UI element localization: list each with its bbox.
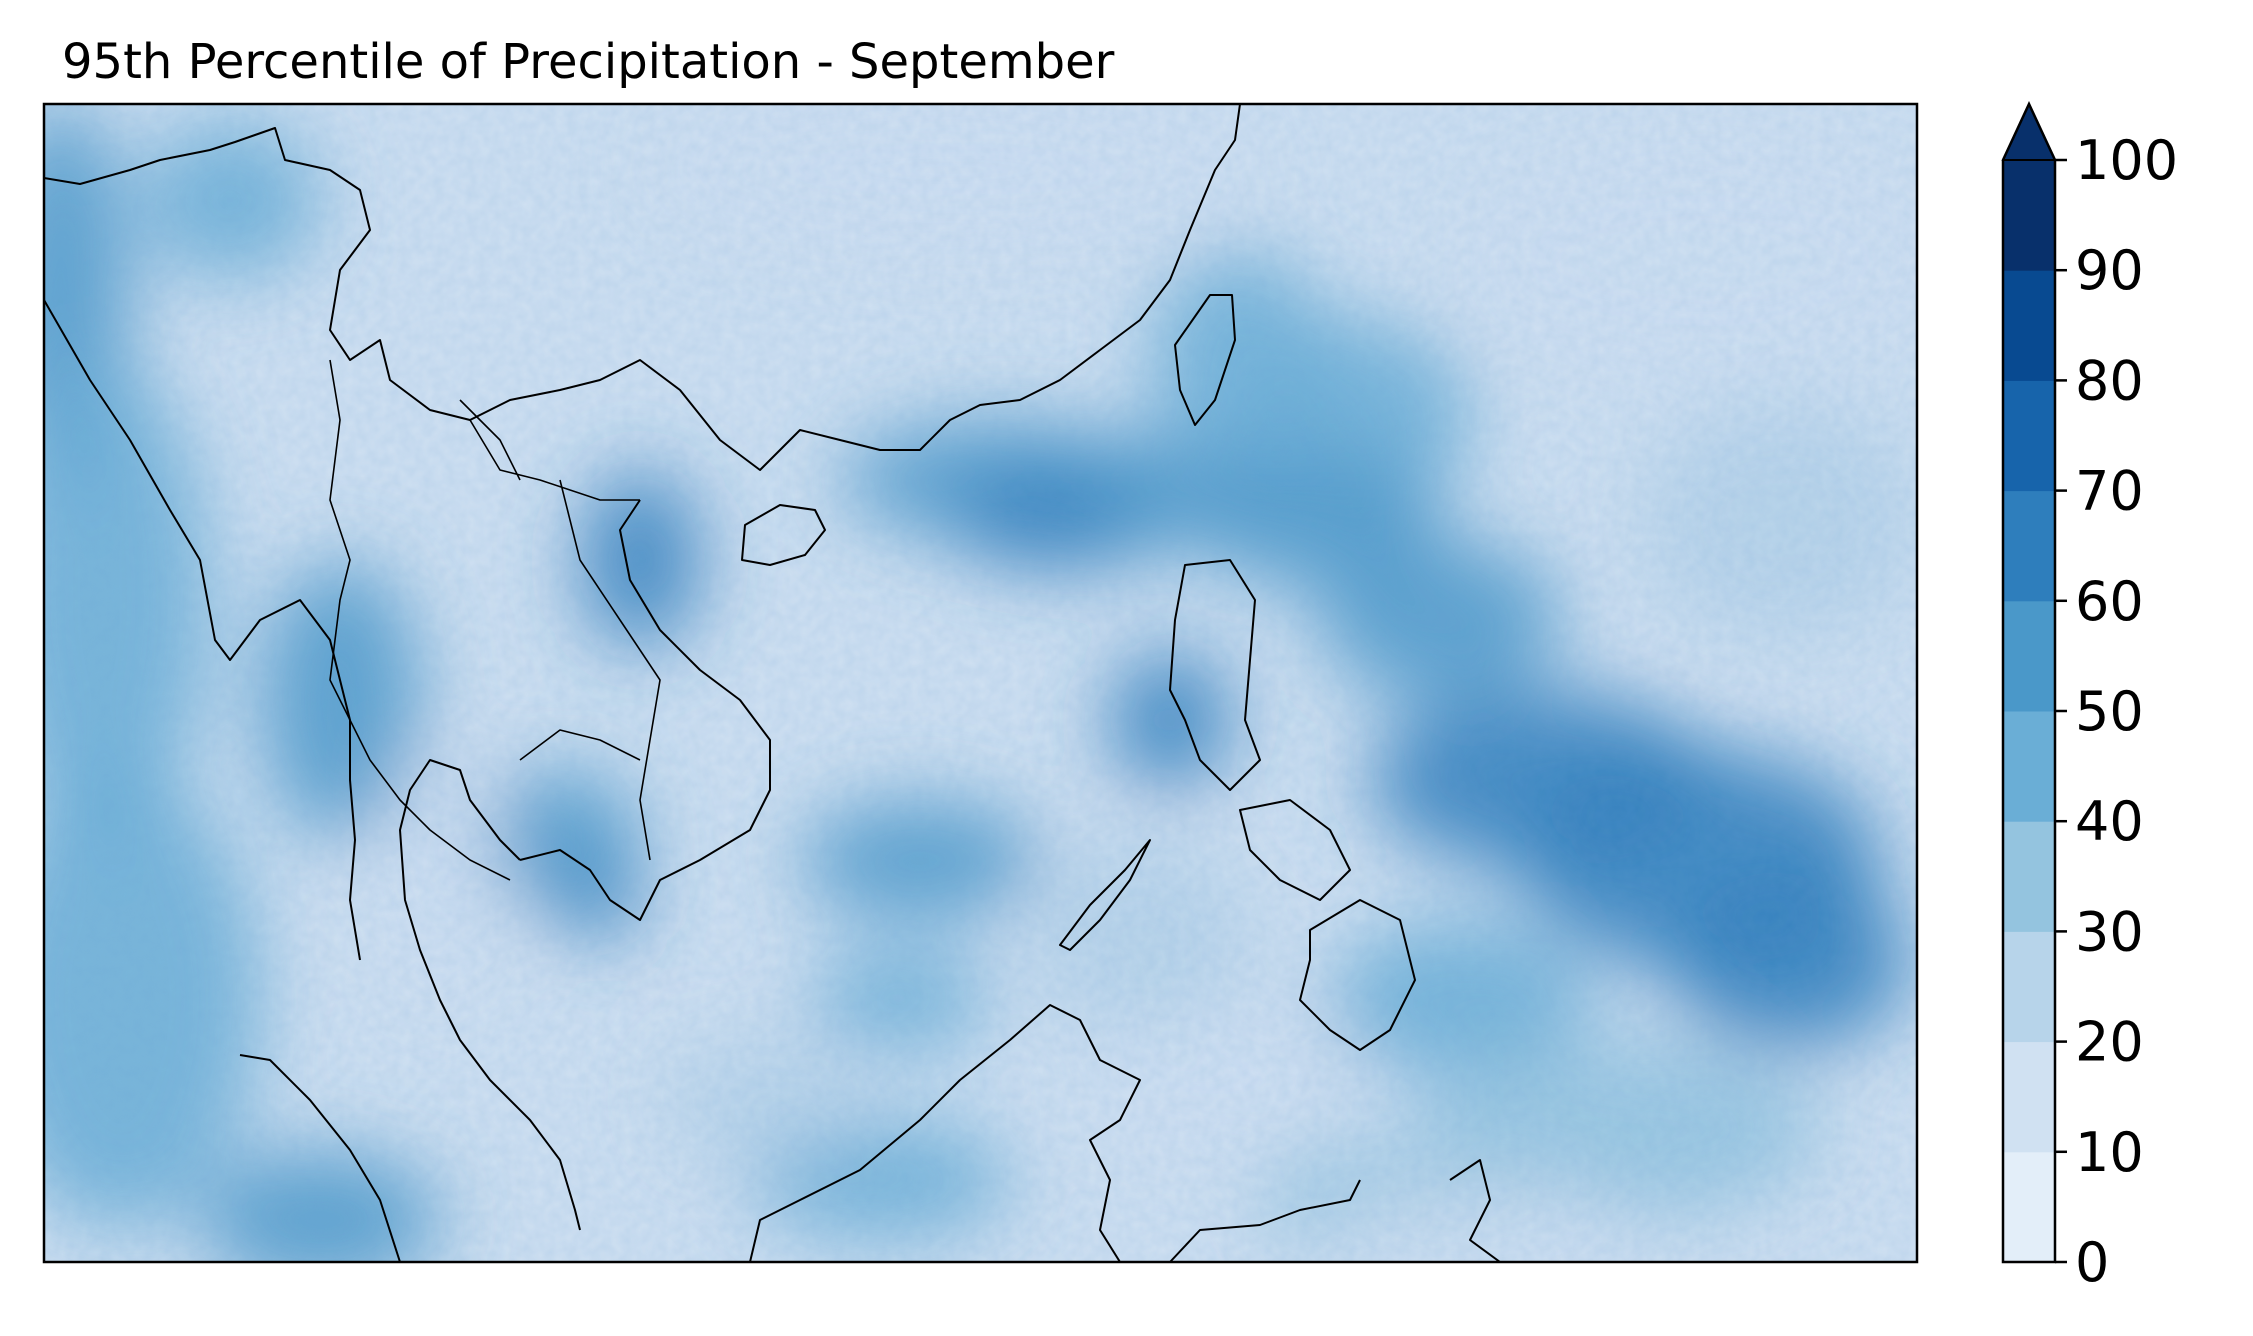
sumatra-coastline [239,1054,401,1262]
hainan-coastline [741,504,826,566]
colorbar-cell [2003,931,2055,1043]
halmahera-coastline [1449,1159,1501,1262]
colorbar-cell [2003,380,2055,492]
colorbar-cell [2003,270,2055,381]
luzon-coastline [1169,559,1261,791]
colorbar-tick-label: 20 [2075,1011,2144,1074]
colorbar: 0 10 20 30 40 50 60 70 80 90 100 [2001,101,2178,1294]
thai-gulf-coastline [399,759,581,1231]
myanmar-coastline [44,299,361,961]
colorbar-tick-label: 30 [2075,900,2144,963]
colorbar-tick-label: 50 [2075,680,2144,743]
colorbar-cell [2003,821,2055,932]
sulawesi-coastline [1169,1179,1361,1262]
country-borders [329,359,661,881]
colorbar-cell [2003,711,2055,822]
colorbar-tick-label: 40 [2075,790,2144,853]
precipitation-field [44,104,1917,1262]
mainland-coastline [44,104,1241,471]
borneo-coastline [749,1004,1141,1262]
colorbar-tick-label: 100 [2075,129,2178,192]
colorbar-extend-arrow [2001,101,2057,161]
vietnam-coastline [519,499,771,921]
colorbar-tick-label: 80 [2075,349,2144,412]
colorbar-tick-label: 60 [2075,570,2144,633]
map-title: 95th Percentile of Precipitation - Septe… [62,34,1115,90]
visayas-coastline [1239,799,1351,901]
colorbar-cell [2003,490,2055,602]
colorbar-cell [2003,1151,2055,1263]
colorbar-tick-label: 10 [2075,1121,2144,1184]
map-frame [42,102,1919,1264]
colorbar-tick-label: 70 [2075,460,2144,523]
colorbar-tick-label: 90 [2075,239,2144,302]
colorbar-cell [2003,160,2055,271]
mindanao-coastline [1299,899,1416,1051]
palawan-coastline [1059,839,1151,951]
colorbar-cell [2003,600,2055,712]
colorbar-cell [2003,1041,2055,1153]
colorbar-tick-label: 0 [2075,1231,2109,1294]
coastlines [44,104,1501,1262]
taiwan-coastline [1174,294,1236,426]
